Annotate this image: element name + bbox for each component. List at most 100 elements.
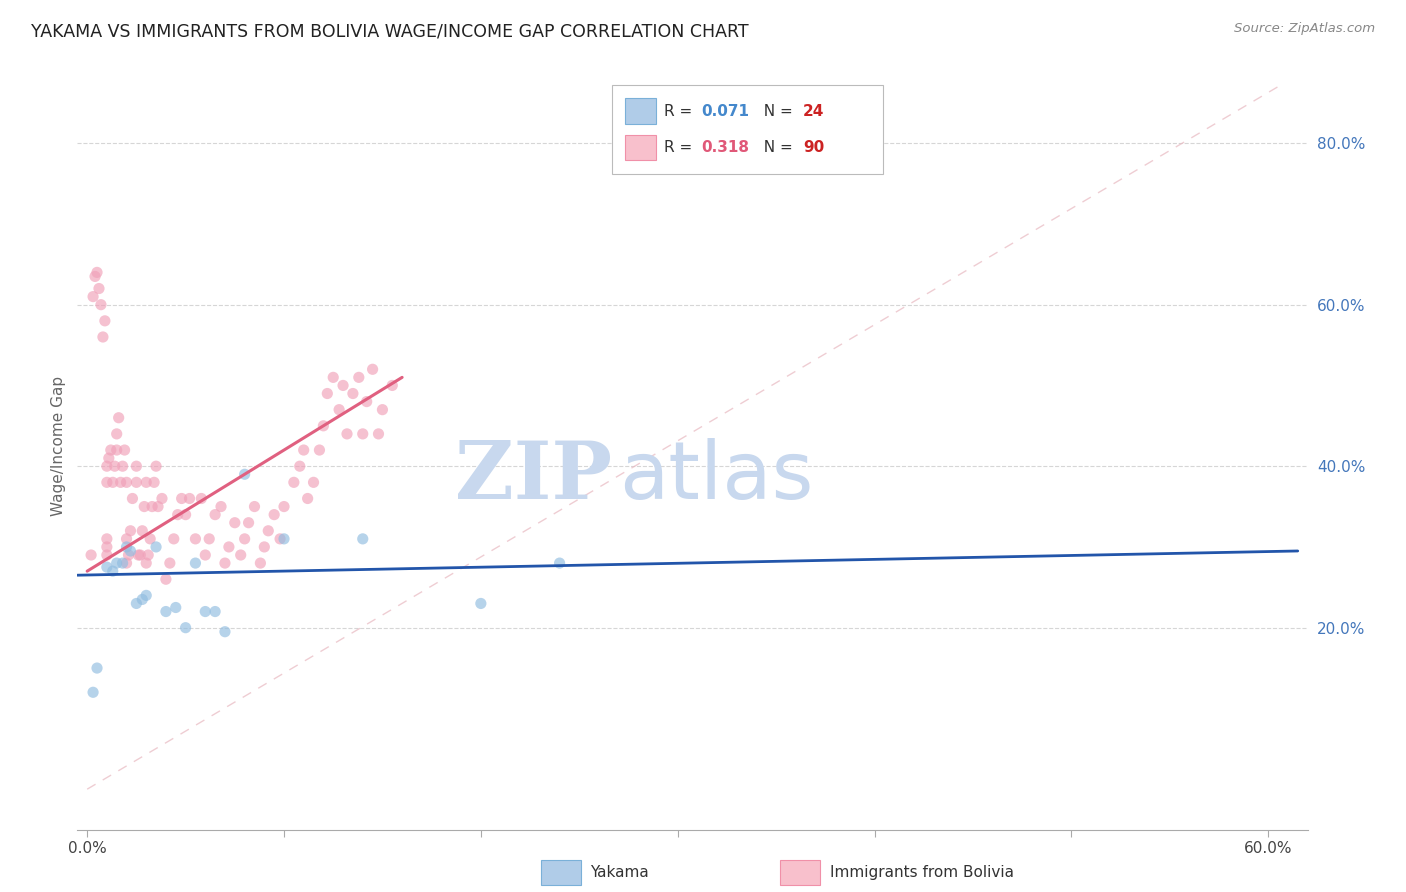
Text: N =: N =	[754, 104, 797, 119]
Point	[184, 532, 207, 546]
Point	[238, 516, 260, 530]
Point	[328, 402, 350, 417]
Point	[96, 560, 118, 574]
Point	[204, 508, 226, 522]
Point	[269, 532, 291, 546]
Point	[150, 491, 173, 506]
Point	[312, 418, 335, 433]
Text: YAKAMA VS IMMIGRANTS FROM BOLIVIA WAGE/INCOME GAP CORRELATION CHART: YAKAMA VS IMMIGRANTS FROM BOLIVIA WAGE/I…	[31, 22, 748, 40]
Point	[120, 544, 142, 558]
Point	[115, 532, 138, 546]
Point	[283, 475, 305, 490]
Point	[273, 532, 295, 546]
Point	[163, 532, 186, 546]
Point	[86, 265, 108, 279]
Point	[145, 540, 167, 554]
Point	[100, 443, 122, 458]
Point	[214, 556, 236, 570]
Point	[218, 540, 240, 554]
Point	[120, 524, 142, 538]
Point	[125, 597, 148, 611]
Point	[129, 548, 152, 562]
Point	[135, 556, 157, 570]
Point	[342, 386, 364, 401]
Point	[243, 500, 266, 514]
Point	[165, 600, 187, 615]
Point	[90, 298, 112, 312]
Point	[143, 475, 166, 490]
Point	[87, 281, 110, 295]
Point	[110, 475, 132, 490]
Point	[257, 524, 280, 538]
Text: Source: ZipAtlas.com: Source: ZipAtlas.com	[1234, 22, 1375, 36]
Point	[322, 370, 344, 384]
Point	[136, 548, 159, 562]
Point	[292, 443, 315, 458]
Point	[131, 592, 153, 607]
Point	[356, 394, 378, 409]
Point	[96, 532, 118, 546]
Point	[135, 475, 157, 490]
Point	[96, 548, 118, 562]
Point	[121, 491, 143, 506]
Point	[371, 402, 394, 417]
Point	[96, 540, 118, 554]
Point	[253, 540, 276, 554]
Point	[249, 556, 271, 570]
Point	[94, 314, 117, 328]
Point	[82, 290, 104, 304]
Point	[114, 443, 136, 458]
FancyBboxPatch shape	[624, 98, 655, 124]
Point	[470, 597, 492, 611]
Point	[117, 548, 139, 562]
Point	[166, 508, 188, 522]
Point	[190, 491, 212, 506]
Point	[336, 426, 359, 441]
Point	[135, 588, 157, 602]
Point	[170, 491, 193, 506]
Point	[127, 548, 149, 562]
Point	[316, 386, 339, 401]
Point	[80, 548, 103, 562]
Text: ZIP: ZIP	[456, 438, 613, 516]
Point	[141, 500, 163, 514]
Point	[184, 556, 207, 570]
Point	[96, 459, 118, 474]
Point	[101, 564, 124, 578]
Point	[288, 459, 311, 474]
Point	[105, 426, 128, 441]
Point	[115, 475, 138, 490]
Point	[91, 330, 114, 344]
Point	[198, 532, 221, 546]
Point	[105, 443, 128, 458]
Point	[194, 605, 217, 619]
Text: R =: R =	[664, 104, 697, 119]
Point	[125, 475, 148, 490]
Point	[145, 459, 167, 474]
FancyBboxPatch shape	[624, 135, 655, 160]
Point	[548, 556, 571, 570]
Text: Immigrants from Bolivia: Immigrants from Bolivia	[830, 865, 1014, 880]
Point	[104, 459, 127, 474]
Y-axis label: Wage/Income Gap: Wage/Income Gap	[51, 376, 66, 516]
Text: 0.071: 0.071	[702, 104, 749, 119]
Point	[96, 475, 118, 490]
Text: 90: 90	[803, 140, 824, 155]
Point	[302, 475, 325, 490]
Point	[155, 572, 177, 586]
Point	[107, 410, 129, 425]
Point	[352, 426, 374, 441]
Point	[155, 605, 177, 619]
Point	[174, 508, 197, 522]
Text: 0.318: 0.318	[702, 140, 749, 155]
Point	[84, 269, 107, 284]
Point	[209, 500, 232, 514]
Point	[361, 362, 384, 376]
Point	[233, 467, 256, 482]
Point	[204, 605, 226, 619]
Point	[146, 500, 169, 514]
Point	[367, 426, 389, 441]
Point	[352, 532, 374, 546]
Point	[347, 370, 370, 384]
Point	[111, 459, 134, 474]
